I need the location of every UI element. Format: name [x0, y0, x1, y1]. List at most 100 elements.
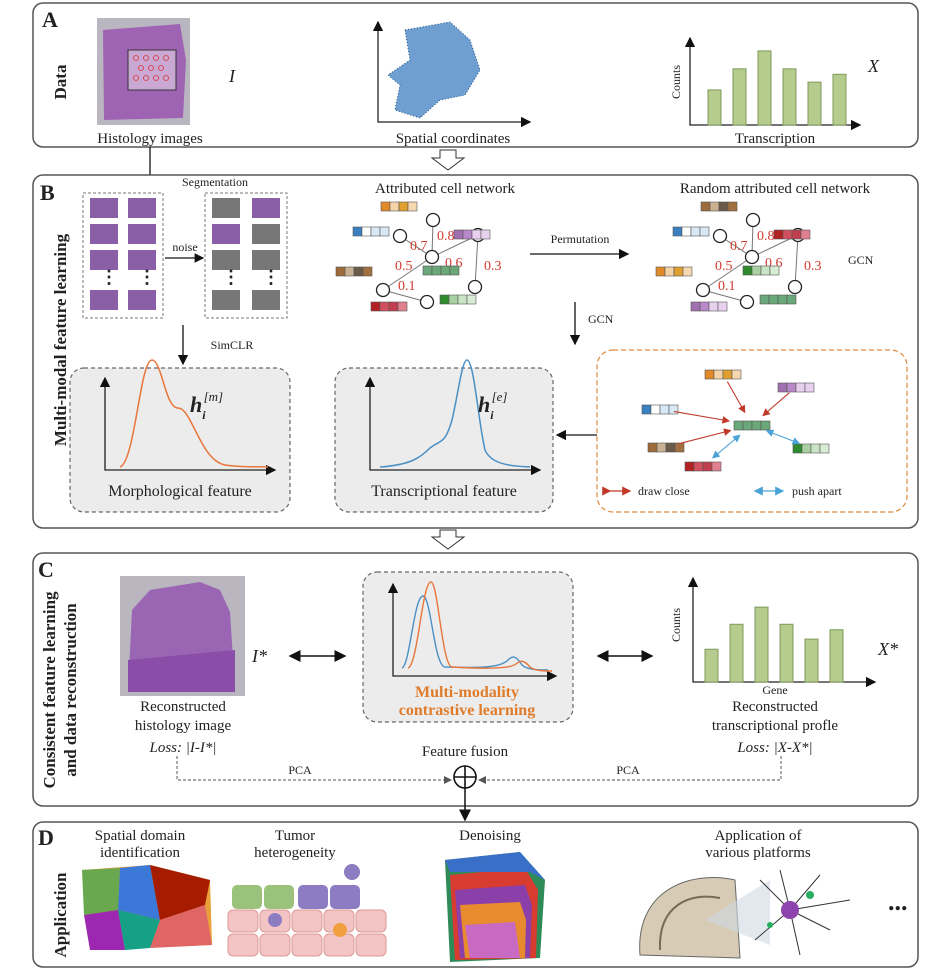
- feature-vector-cell: [801, 443, 812, 454]
- random-attributed-cell-network: 0.70.80.5 0.6 0.30.1: [655, 201, 822, 312]
- app-spatial-domain-2: identification: [100, 845, 180, 861]
- bar: [829, 629, 844, 683]
- feature-vector-cell: [722, 369, 733, 380]
- feature-vector-cell: [388, 301, 399, 312]
- feature-vector-cell: [449, 265, 460, 276]
- profile-caption-1: Reconstructed: [732, 699, 818, 715]
- app-denoising: Denoising: [459, 828, 521, 844]
- network-edge: [382, 289, 428, 303]
- feature-vector-cell: [810, 443, 821, 454]
- feature-vector-cell: [439, 294, 450, 305]
- feature-vector-cell: [795, 382, 806, 393]
- gcn-label: GCN: [588, 312, 614, 326]
- bar: [832, 73, 847, 126]
- feature-vector-cell: [699, 226, 710, 237]
- feature-vector-cell: [344, 266, 355, 277]
- network-node: [375, 282, 391, 298]
- edge-weight: 0.3: [804, 259, 822, 274]
- network-edge: [474, 234, 479, 288]
- feature-vector-cell: [668, 404, 679, 415]
- network-node: [467, 279, 483, 295]
- reconstructed-profile-symbol: X*: [877, 639, 898, 659]
- panel-a-letter: A: [42, 7, 58, 32]
- bar: [729, 623, 744, 683]
- feature-vector-cell: [690, 226, 701, 237]
- simclr-label: SimCLR: [211, 338, 254, 352]
- feature-vector-cell: [672, 226, 683, 237]
- bar: [704, 648, 719, 683]
- pca-label-left: PCA: [288, 763, 312, 777]
- feature-vector-cell: [389, 201, 400, 212]
- app-tumor-1: Tumor: [275, 828, 315, 844]
- draw-close-label: draw close: [638, 484, 690, 498]
- denoising-illustration: [445, 852, 545, 962]
- feature-vector-cell: [397, 301, 408, 312]
- network-node: [745, 212, 761, 228]
- feature-vector-cell: [335, 266, 346, 277]
- counts-axis-label-c: Counts: [669, 608, 683, 642]
- feature-vector-cell: [665, 442, 676, 453]
- feature-vector-cell: [471, 229, 482, 240]
- feature-vector-cell: [777, 294, 788, 305]
- image-loss: Loss: |I-I*|: [149, 740, 217, 756]
- fusion-plus-icon: [453, 765, 477, 789]
- app-tumor-2: heterogeneity: [254, 845, 336, 861]
- feature-vector-cell: [664, 266, 675, 277]
- network-node: [787, 279, 803, 295]
- bar: [779, 623, 794, 683]
- network-node: [739, 294, 755, 310]
- feature-vector-cell: [480, 229, 491, 240]
- feature-vector-cell: [717, 301, 728, 312]
- feature-vector-cell: [647, 442, 658, 453]
- histology-image: [97, 18, 190, 125]
- feature-vector-cell: [361, 226, 372, 237]
- svg-text:⋮: ⋮: [138, 267, 156, 287]
- feature-vector-cell: [673, 266, 684, 277]
- panel-d-application: D Application Spatial domain identificat…: [32, 821, 919, 968]
- morphological-caption: Morphological feature: [108, 483, 252, 500]
- reconstructed-image-symbol: I*: [251, 646, 267, 666]
- network-node: [695, 282, 711, 298]
- network-edge: [382, 256, 433, 291]
- panel-c-side-label-2: and data reconstruction: [61, 603, 80, 777]
- bar: [782, 68, 797, 126]
- feature-vector-cell: [709, 201, 720, 212]
- image-caption-2: histology image: [135, 718, 232, 734]
- network-node: [424, 249, 440, 265]
- profile-caption-2: transcriptional profle: [712, 718, 839, 734]
- svg-text:⋮: ⋮: [100, 267, 118, 287]
- feature-vector-cell: [751, 420, 762, 431]
- feature-vector-cell: [760, 265, 771, 276]
- contrastive-title-2: contrastive learning: [399, 702, 535, 719]
- panel-a-data: A Data I Histology images Spatial coordi…: [32, 2, 919, 148]
- network-node: [392, 228, 408, 244]
- pca-arrow-left: [176, 756, 452, 784]
- morphological-curve: [119, 359, 269, 468]
- permutation-label: Permutation: [551, 232, 610, 246]
- platforms-illustration: [639, 869, 851, 959]
- spatial-caption: Spatial coordinates: [396, 131, 511, 147]
- push-apart-arrow: [711, 434, 741, 459]
- histology-caption: Histology images: [97, 131, 203, 147]
- feature-vector-cell: [786, 382, 797, 393]
- network-node: [744, 249, 760, 265]
- app-platforms-1: Application of: [714, 828, 801, 844]
- segmentation-label: Segmentation: [182, 175, 248, 189]
- segmented-patches: ⋮ ⋮ ⋮ ⋮: [82, 192, 288, 319]
- counts-axis-label: Counts: [669, 65, 683, 99]
- trans-symbol: hi[e]: [478, 389, 507, 422]
- panel-a-side-label: Data: [51, 64, 70, 99]
- feature-fusion-label: Feature fusion: [422, 744, 509, 760]
- feature-vector-cell: [711, 461, 722, 472]
- feature-vector-cell: [407, 201, 418, 212]
- bar: [804, 638, 819, 683]
- histology-symbol: I: [228, 66, 236, 86]
- feature-vector-cell: [742, 420, 753, 431]
- graph-contrastive-box: [596, 349, 908, 513]
- contrastive-embeddings: [641, 369, 830, 472]
- feature-vector-cell: [727, 201, 738, 212]
- network-edge: [702, 289, 748, 303]
- spatial-domain-illustration: [82, 865, 212, 950]
- bar: [807, 81, 822, 126]
- feature-vector-cell: [702, 461, 713, 472]
